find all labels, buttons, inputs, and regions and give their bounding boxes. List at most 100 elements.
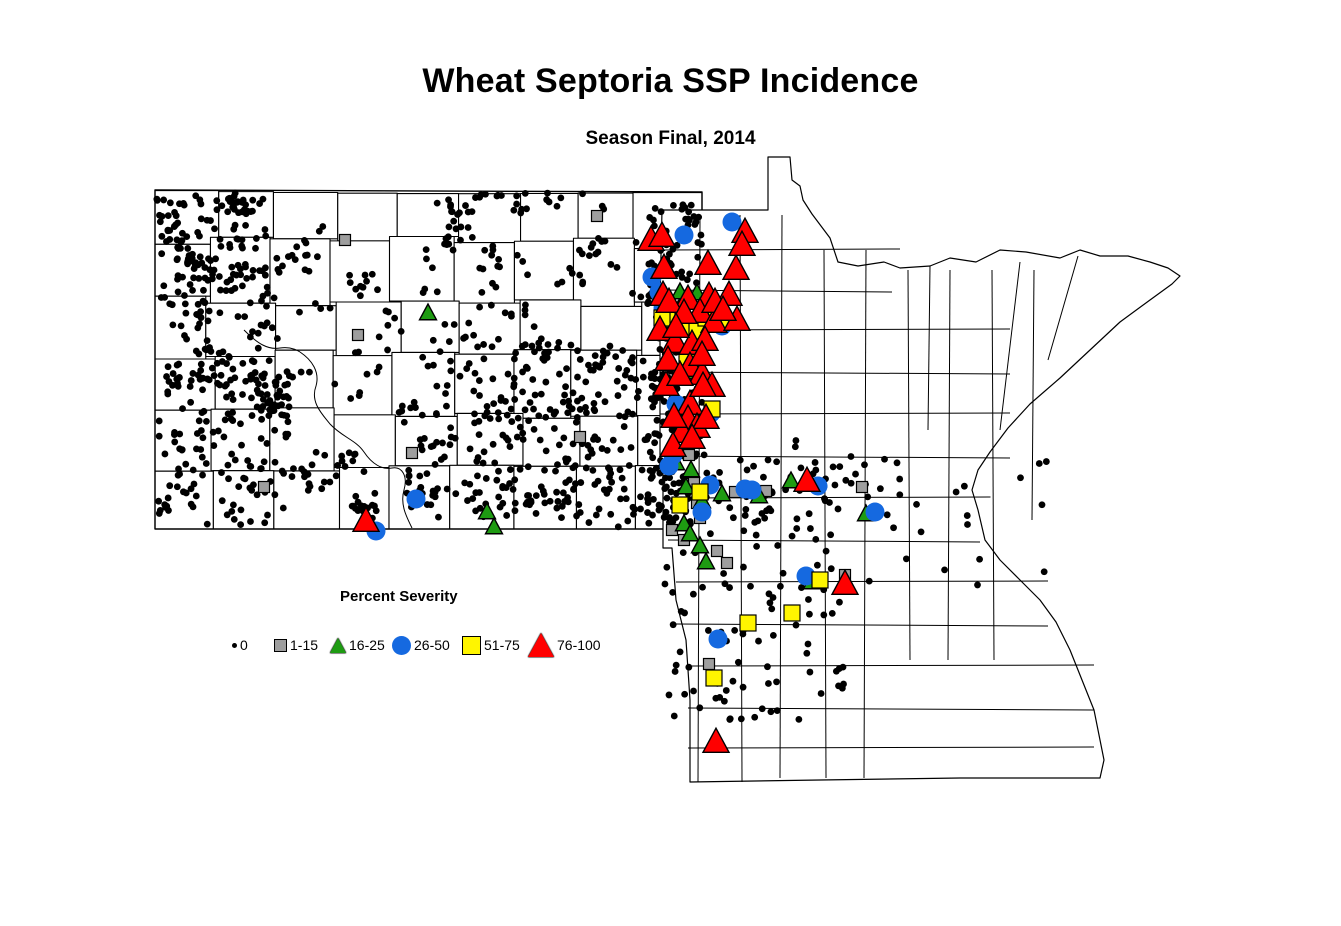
severity-marker-0[interactable] xyxy=(450,217,458,225)
severity-marker-0[interactable] xyxy=(510,380,518,388)
severity-marker-0[interactable] xyxy=(248,357,256,365)
severity-marker-0[interactable] xyxy=(480,341,487,348)
severity-marker-0[interactable] xyxy=(229,270,237,278)
severity-marker-26-50[interactable] xyxy=(742,480,762,500)
severity-marker-0[interactable] xyxy=(259,195,267,203)
severity-marker-0[interactable] xyxy=(156,218,164,226)
severity-marker-0[interactable] xyxy=(210,266,218,274)
severity-marker-0[interactable] xyxy=(200,407,208,415)
severity-marker-76-100[interactable] xyxy=(653,344,683,372)
severity-marker-0[interactable] xyxy=(203,417,210,425)
severity-marker-0[interactable] xyxy=(263,283,271,291)
severity-marker-0[interactable] xyxy=(395,408,403,416)
severity-marker-0[interactable] xyxy=(721,580,729,588)
severity-marker-0[interactable] xyxy=(606,473,613,481)
severity-marker-76-100[interactable] xyxy=(792,465,822,493)
severity-marker-0[interactable] xyxy=(832,667,840,675)
severity-marker-0[interactable] xyxy=(574,397,581,405)
severity-marker-0[interactable] xyxy=(482,475,490,482)
severity-marker-0[interactable] xyxy=(240,474,248,482)
severity-marker-0[interactable] xyxy=(445,240,453,248)
severity-marker-0[interactable] xyxy=(585,519,593,526)
severity-marker-0[interactable] xyxy=(587,446,595,454)
severity-marker-0[interactable] xyxy=(252,244,259,252)
severity-marker-0[interactable] xyxy=(224,208,232,216)
severity-marker-0[interactable] xyxy=(216,235,224,243)
severity-marker-0[interactable] xyxy=(511,476,519,484)
severity-marker-0[interactable] xyxy=(210,442,218,449)
severity-marker-0[interactable] xyxy=(162,503,169,511)
severity-marker-0[interactable] xyxy=(706,530,714,538)
severity-marker-0[interactable] xyxy=(737,715,745,723)
severity-marker-0[interactable] xyxy=(479,459,487,467)
severity-marker-0[interactable] xyxy=(629,289,636,297)
severity-marker-0[interactable] xyxy=(582,378,590,386)
severity-marker-0[interactable] xyxy=(662,508,670,516)
severity-marker-0[interactable] xyxy=(237,521,245,529)
severity-marker-0[interactable] xyxy=(217,243,225,250)
severity-marker-76-100[interactable] xyxy=(830,568,860,596)
severity-marker-0[interactable] xyxy=(210,372,218,380)
severity-marker-0[interactable] xyxy=(476,489,483,496)
severity-marker-0[interactable] xyxy=(537,335,545,343)
severity-marker-0[interactable] xyxy=(658,478,666,486)
severity-marker-1-15[interactable] xyxy=(702,657,716,671)
severity-marker-0[interactable] xyxy=(750,462,757,470)
severity-marker-0[interactable] xyxy=(182,489,190,497)
severity-marker-0[interactable] xyxy=(187,377,195,384)
severity-marker-0[interactable] xyxy=(228,263,236,271)
severity-marker-0[interactable] xyxy=(820,611,828,619)
severity-marker-0[interactable] xyxy=(681,690,689,698)
severity-marker-0[interactable] xyxy=(542,378,550,386)
severity-marker-0[interactable] xyxy=(449,246,457,254)
severity-marker-0[interactable] xyxy=(242,263,249,271)
severity-marker-0[interactable] xyxy=(468,233,476,241)
severity-marker-26-50[interactable] xyxy=(692,502,712,522)
severity-marker-1-15[interactable] xyxy=(855,480,869,494)
severity-marker-0[interactable] xyxy=(312,300,319,307)
severity-marker-0[interactable] xyxy=(195,275,203,282)
severity-marker-0[interactable] xyxy=(338,457,346,465)
severity-marker-0[interactable] xyxy=(405,478,413,486)
severity-marker-0[interactable] xyxy=(677,607,685,615)
severity-marker-0[interactable] xyxy=(164,494,172,502)
severity-marker-0[interactable] xyxy=(528,342,536,350)
severity-marker-0[interactable] xyxy=(201,264,209,271)
severity-marker-0[interactable] xyxy=(160,282,168,290)
severity-marker-0[interactable] xyxy=(1035,460,1043,467)
severity-marker-0[interactable] xyxy=(699,583,706,591)
severity-marker-0[interactable] xyxy=(216,381,224,389)
severity-marker-0[interactable] xyxy=(627,444,635,451)
severity-marker-0[interactable] xyxy=(318,485,326,493)
severity-marker-0[interactable] xyxy=(544,341,552,348)
severity-marker-0[interactable] xyxy=(619,347,627,354)
severity-marker-0[interactable] xyxy=(592,361,599,369)
severity-marker-0[interactable] xyxy=(632,376,640,383)
severity-marker-0[interactable] xyxy=(258,372,266,380)
severity-marker-0[interactable] xyxy=(435,513,442,521)
severity-marker-0[interactable] xyxy=(317,305,325,312)
severity-marker-0[interactable] xyxy=(643,436,651,443)
severity-marker-0[interactable] xyxy=(668,426,676,434)
severity-marker-0[interactable] xyxy=(246,333,254,341)
severity-marker-0[interactable] xyxy=(561,391,568,399)
severity-marker-0[interactable] xyxy=(252,235,260,242)
severity-marker-0[interactable] xyxy=(464,224,472,231)
severity-marker-0[interactable] xyxy=(614,392,622,399)
severity-marker-0[interactable] xyxy=(384,346,391,354)
severity-marker-0[interactable] xyxy=(493,476,501,484)
severity-marker-0[interactable] xyxy=(568,269,576,277)
severity-marker-0[interactable] xyxy=(265,412,273,420)
severity-marker-0[interactable] xyxy=(178,229,186,237)
severity-marker-0[interactable] xyxy=(166,482,174,490)
severity-marker-0[interactable] xyxy=(474,472,481,480)
severity-marker-0[interactable] xyxy=(712,694,720,702)
severity-marker-0[interactable] xyxy=(476,193,484,201)
severity-marker-0[interactable] xyxy=(471,410,478,418)
severity-marker-0[interactable] xyxy=(603,446,611,454)
severity-marker-0[interactable] xyxy=(197,360,205,368)
severity-marker-0[interactable] xyxy=(489,279,496,287)
severity-marker-0[interactable] xyxy=(679,201,687,209)
severity-marker-0[interactable] xyxy=(273,254,281,262)
severity-marker-0[interactable] xyxy=(503,411,511,419)
